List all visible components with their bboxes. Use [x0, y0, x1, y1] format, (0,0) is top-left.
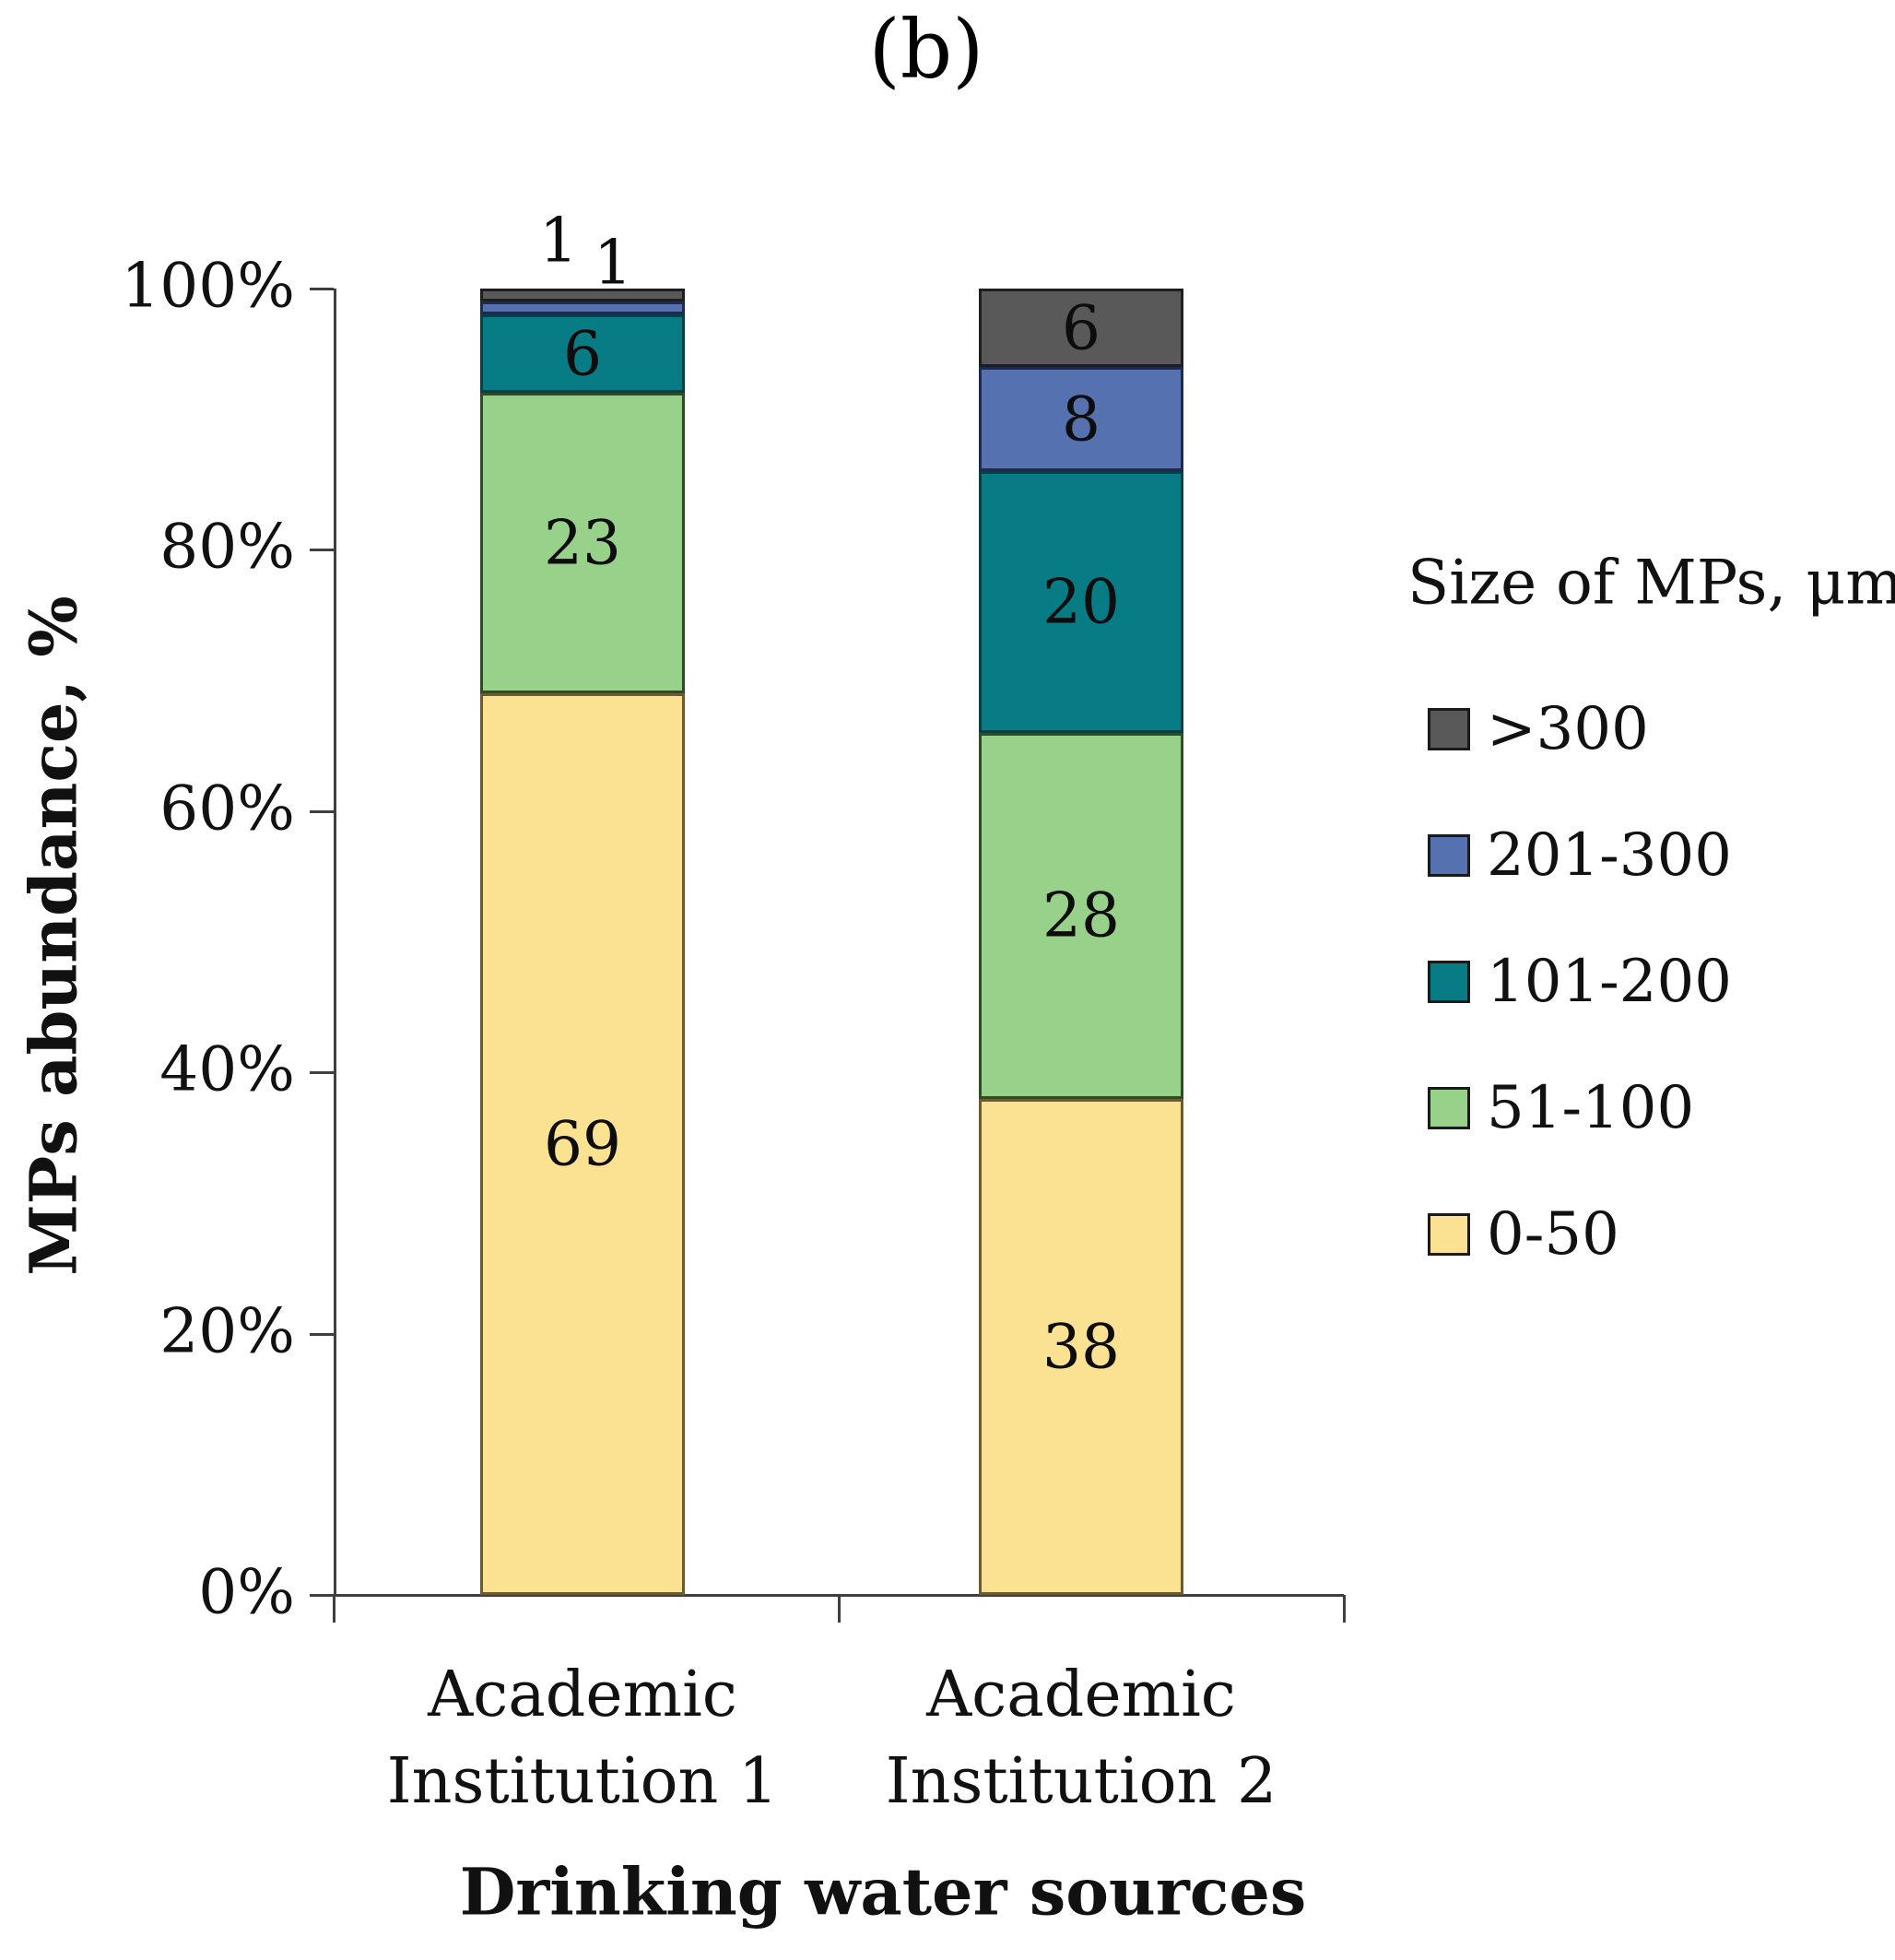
legend-item-label: >300	[1487, 695, 1649, 763]
figure-label: (b)	[868, 2, 984, 97]
bar-segment	[480, 289, 685, 302]
y-axis-tick	[310, 809, 334, 813]
y-axis-title: MPs abundance, %	[15, 596, 92, 1276]
x-axis-tick	[1343, 1595, 1346, 1623]
x-axis-title: Drinking water sources	[459, 1853, 1307, 1930]
x-axis-tick	[333, 1595, 335, 1623]
y-tick-label: 60%	[159, 773, 295, 844]
bar-segment	[979, 1098, 1183, 1595]
segment-value-label-outside: 1	[539, 205, 578, 277]
y-tick-label: 20%	[159, 1295, 295, 1367]
bar-segment	[979, 471, 1183, 733]
segment-value-label-outside: 1	[594, 227, 632, 299]
y-axis-tick	[310, 1594, 334, 1597]
y-tick-label: 0%	[198, 1556, 295, 1628]
legend-swatch-icon	[1428, 1087, 1470, 1129]
legend-item-label: 51-100	[1487, 1074, 1695, 1142]
x-axis-tick	[838, 1595, 841, 1623]
y-axis-tick	[310, 1332, 334, 1336]
segment-value-label: 28	[1042, 880, 1120, 951]
bar-segment	[979, 367, 1183, 472]
x-category-label: Academic Institution 2	[885, 1659, 1277, 1818]
legend-item-label: 101-200	[1487, 948, 1732, 1016]
y-axis-tick	[310, 1071, 334, 1075]
bar-segment	[480, 314, 685, 394]
segment-value-label: 38	[1042, 1311, 1120, 1383]
y-tick-label: 40%	[159, 1033, 295, 1105]
bar-segment	[480, 301, 685, 315]
segment-value-label: 6	[563, 318, 602, 390]
y-axis-tick	[310, 549, 334, 552]
legend-item: 51-100	[1428, 1079, 1694, 1138]
segment-value-label: 69	[544, 1108, 621, 1180]
x-category-label: Academic Institution 1	[386, 1659, 779, 1818]
y-axis-line	[334, 289, 336, 1595]
legend-title: Size of MPs, μm	[1407, 547, 1895, 619]
bar-segment	[480, 693, 685, 1595]
segment-value-label: 6	[1062, 292, 1101, 363]
segment-value-label: 23	[544, 507, 621, 579]
bar-segment	[979, 289, 1183, 368]
legend-item: 201-300	[1428, 826, 1732, 885]
bar-segment	[480, 393, 685, 694]
legend-item-label: 0-50	[1487, 1200, 1619, 1269]
y-axis-tick	[310, 288, 334, 290]
y-tick-label: 80%	[159, 511, 295, 583]
segment-value-label: 8	[1062, 384, 1101, 455]
y-tick-label: 100%	[121, 250, 295, 322]
segment-value-label: 20	[1042, 566, 1120, 638]
legend-item: 0-50	[1428, 1205, 1619, 1264]
legend-item: >300	[1428, 700, 1649, 759]
legend-item-label: 201-300	[1487, 821, 1732, 890]
legend-swatch-icon	[1428, 961, 1470, 1003]
legend-item: 101-200	[1428, 952, 1732, 1011]
legend-swatch-icon	[1428, 708, 1470, 750]
legend-swatch-icon	[1428, 834, 1470, 877]
legend-swatch-icon	[1428, 1213, 1470, 1256]
bar-segment	[979, 732, 1183, 1099]
